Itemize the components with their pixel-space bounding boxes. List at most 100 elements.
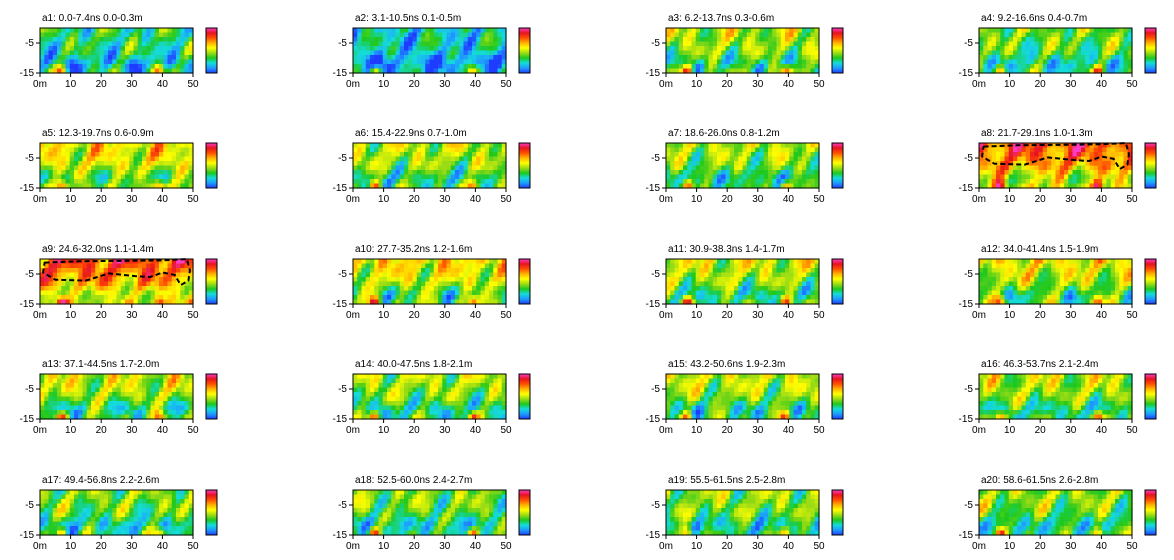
heatmap-cell xyxy=(429,147,435,153)
heatmap-cell xyxy=(742,156,748,162)
heatmap-cell xyxy=(1089,143,1095,149)
heatmap-cell xyxy=(142,374,147,380)
heatmap-cell xyxy=(674,277,680,283)
heatmap-cell xyxy=(738,277,744,283)
heatmap-cell xyxy=(421,259,426,265)
heatmap-cell xyxy=(112,174,118,180)
heatmap-cell xyxy=(666,165,671,171)
heatmap-cell xyxy=(1085,161,1091,167)
heatmap-cell xyxy=(40,383,45,389)
heatmap-cell xyxy=(1008,281,1014,287)
heatmap-cell xyxy=(91,68,96,74)
heatmap-cell xyxy=(691,55,697,61)
heatmap-cell xyxy=(1030,259,1035,265)
heatmap-cell xyxy=(184,374,190,380)
heatmap-cell xyxy=(493,183,499,189)
heatmap-cell xyxy=(82,286,88,292)
heatmap-cell xyxy=(810,281,816,287)
heatmap-cell xyxy=(1085,46,1091,52)
x-tick-label: 40 xyxy=(783,310,795,321)
heatmap-cell xyxy=(442,41,448,47)
heatmap-cell xyxy=(146,152,152,158)
heatmap-cell xyxy=(1110,68,1116,74)
heatmap-cell xyxy=(433,68,439,74)
heatmap-cell xyxy=(738,28,744,34)
heatmap-cell xyxy=(1034,143,1040,149)
heatmap-cell xyxy=(391,268,397,274)
x-tick-label: 0m xyxy=(659,194,673,205)
heatmap-cell xyxy=(1068,259,1074,265)
heatmap-cell xyxy=(412,259,418,265)
heatmap-cell xyxy=(395,286,401,292)
heatmap-cell xyxy=(1119,295,1125,301)
heatmap-cell xyxy=(382,179,388,185)
heatmap-cell xyxy=(370,68,375,74)
heatmap-cell xyxy=(421,37,426,43)
heatmap-cell xyxy=(1042,37,1048,43)
heatmap-cell xyxy=(450,152,456,158)
heatmap-cell xyxy=(814,152,820,158)
y-tick-label: -5 xyxy=(964,153,973,164)
heatmap-cell xyxy=(751,179,756,185)
heatmap-cell xyxy=(125,295,130,301)
heatmap-cell xyxy=(1076,259,1082,265)
heatmap-cell xyxy=(188,28,194,34)
heatmap-cell xyxy=(82,161,88,167)
heatmap-cell xyxy=(184,414,190,420)
heatmap-cell xyxy=(408,143,414,149)
heatmap-cell xyxy=(91,46,96,52)
heatmap-cell xyxy=(154,183,160,189)
heatmap-cell xyxy=(61,396,67,402)
heatmap-cell xyxy=(150,272,156,278)
heatmap-cell xyxy=(353,259,358,265)
heatmap-cell xyxy=(1013,299,1018,305)
heatmap-cell xyxy=(776,290,782,296)
heatmap-cell xyxy=(1123,295,1129,301)
heatmap-cell xyxy=(480,161,486,167)
heatmap-cell xyxy=(489,277,494,283)
heatmap-cell xyxy=(666,272,671,278)
heatmap-cell xyxy=(176,401,181,407)
heatmap-cell xyxy=(670,161,676,167)
heatmap-cell xyxy=(810,68,816,74)
heatmap-cell xyxy=(1127,147,1133,153)
heatmap-cell xyxy=(40,161,45,167)
heatmap-cell xyxy=(814,28,820,34)
heatmap-cell xyxy=(729,179,735,185)
heatmap-cell xyxy=(472,174,477,180)
heatmap-cell xyxy=(374,174,380,180)
heatmap-cell xyxy=(184,401,190,407)
heatmap-cell xyxy=(429,259,435,265)
heatmap-cell xyxy=(763,28,769,34)
heatmap-cell xyxy=(472,299,477,305)
heatmap-cell xyxy=(1025,50,1031,56)
heatmap-cell xyxy=(399,263,405,269)
heatmap-cell xyxy=(991,281,997,287)
heatmap-cell xyxy=(759,32,765,38)
heatmap-cell xyxy=(1085,68,1091,74)
heatmap-cell xyxy=(793,156,799,162)
heatmap-cell xyxy=(142,286,147,292)
heatmap-cell xyxy=(167,299,173,305)
heatmap-cell xyxy=(493,143,499,149)
heatmap-cell xyxy=(1051,281,1057,287)
heatmap-cell xyxy=(489,268,494,274)
heatmap-cell xyxy=(1000,28,1006,34)
heatmap-cell xyxy=(746,59,752,65)
heatmap-cell xyxy=(99,161,105,167)
heatmap-cell xyxy=(116,50,122,56)
heatmap-cell xyxy=(459,46,465,52)
heatmap-cell xyxy=(1110,299,1116,305)
heatmap-cell xyxy=(146,383,152,389)
heatmap-cell xyxy=(163,165,169,171)
heatmap-cell xyxy=(1038,272,1044,278)
heatmap-cell xyxy=(361,37,367,43)
heatmap-cell xyxy=(1008,299,1014,305)
heatmap-cell xyxy=(1004,179,1010,185)
heatmap-cell xyxy=(103,64,109,70)
heatmap-cell xyxy=(108,143,113,149)
heatmap-cell xyxy=(501,64,507,70)
heatmap-cell xyxy=(797,183,803,189)
heatmap-cell xyxy=(382,64,388,70)
heatmap-cell xyxy=(1127,156,1133,162)
